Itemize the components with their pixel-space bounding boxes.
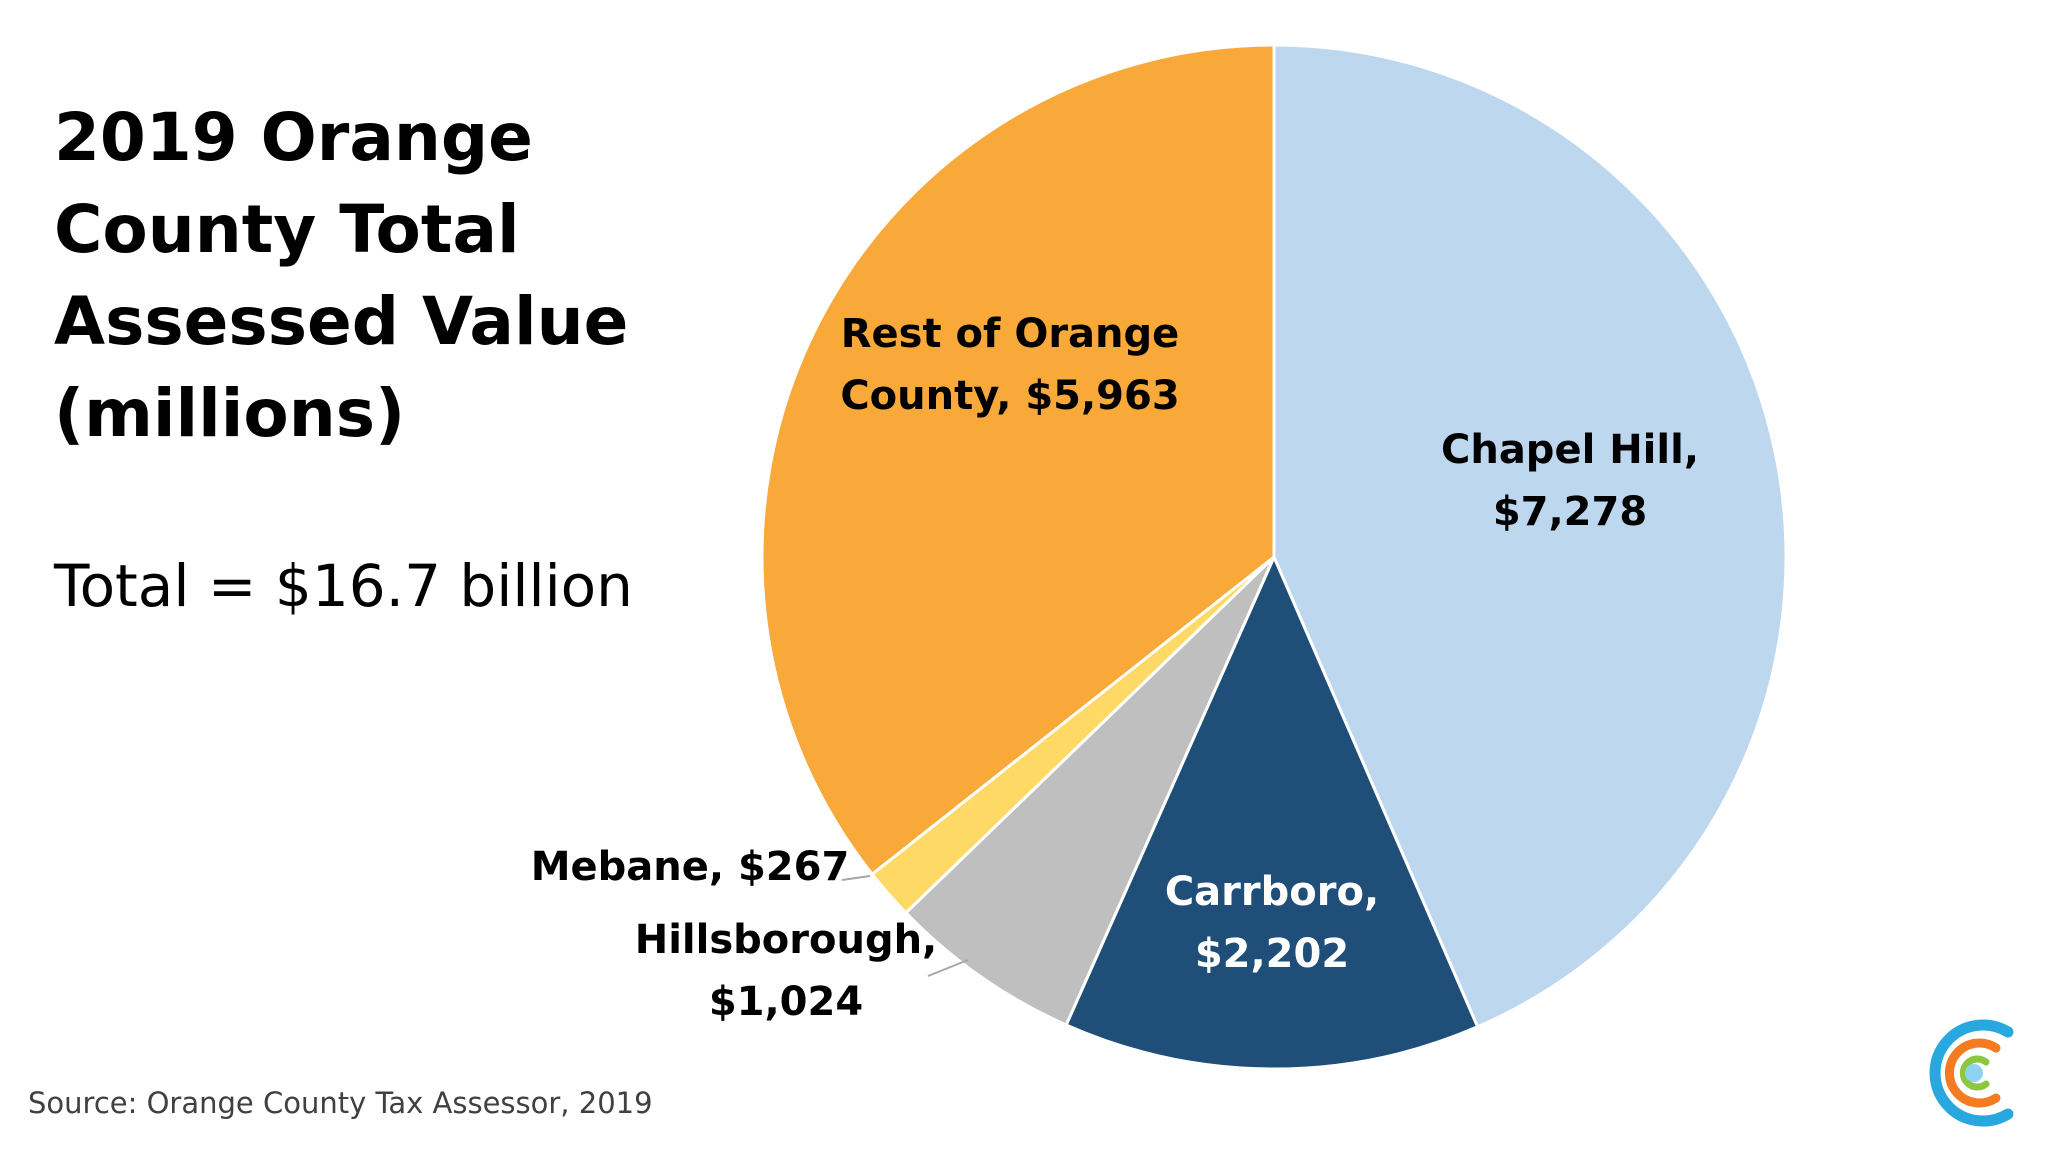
slice-label-line: Hillsborough,	[635, 917, 938, 963]
slice-label-line: Carrboro,	[1165, 869, 1379, 915]
slice-label-hillsborough: Hillsborough, $1,024	[635, 917, 938, 1025]
slice-label-line: Rest of Orange	[841, 311, 1180, 357]
leader-line-hillsborough	[927, 959, 969, 977]
title-line-4: (millions)	[54, 375, 406, 452]
source-note: Source: Orange County Tax Assessor, 2019	[28, 1086, 653, 1120]
slice-label-line: $2,202	[1195, 931, 1349, 977]
title-line-2: County Total	[54, 191, 520, 268]
title-line-3: Assessed Value	[54, 283, 629, 360]
slice-label-line: $7,278	[1493, 489, 1647, 535]
total-value-text: Total = $16.7 billion	[54, 552, 633, 620]
pie-slice-chapel-hill	[1272, 43, 1788, 1029]
chart-title: 2019 Orange County Total Assessed Value …	[54, 92, 674, 460]
slice-label-chapel-hill: Chapel Hill, $7,278	[1441, 427, 1699, 535]
slice-label-line: Mebane, $267	[531, 844, 850, 890]
slice-label-carrboro: Carrboro, $2,202	[1165, 869, 1379, 977]
slice-label-line: $1,024	[709, 979, 863, 1025]
concentric-c-logo-icon	[1929, 1019, 2014, 1127]
slice-label-mebane: Mebane, $267	[531, 844, 850, 890]
title-line-1: 2019 Orange	[54, 99, 533, 176]
pie-slice-carrboro	[1064, 553, 1480, 1071]
slice-label-line: County, $5,963	[840, 373, 1179, 419]
slice-label-rest-of-orange-county: Rest of Orange County, $5,963	[840, 311, 1179, 419]
pie-slice-rest-of-orange-county	[760, 43, 1276, 877]
pie-slice-hillsborough	[903, 555, 1276, 1027]
slice-label-line: Chapel Hill,	[1441, 427, 1699, 473]
leader-line-mebane	[841, 875, 871, 881]
